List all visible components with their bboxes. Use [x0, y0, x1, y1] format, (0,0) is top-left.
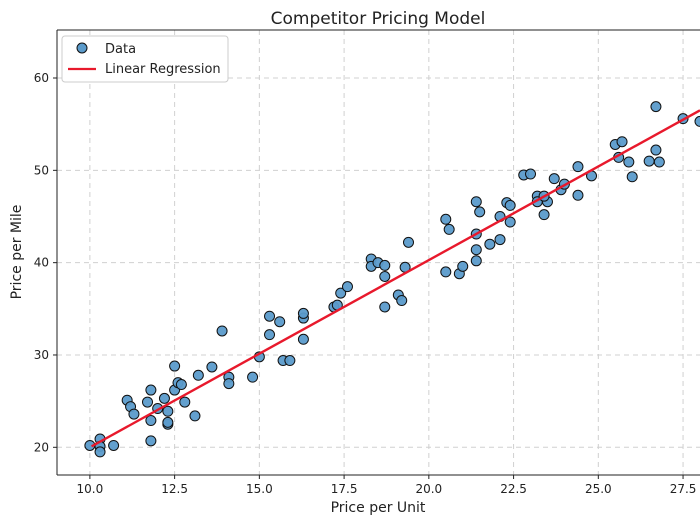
data-point — [474, 206, 486, 218]
y-tick-label: 20 — [34, 440, 49, 454]
data-point — [626, 171, 638, 183]
data-point — [158, 392, 170, 404]
data-point — [470, 255, 482, 267]
x-tick-label: 25.0 — [585, 482, 612, 496]
x-tick-label: 10.0 — [77, 482, 104, 496]
y-tick-label: 50 — [34, 163, 49, 177]
data-point — [162, 416, 174, 428]
data-point — [145, 384, 157, 396]
x-tick-label: 15.0 — [246, 482, 273, 496]
data-point — [650, 101, 662, 113]
data-point — [440, 266, 452, 278]
data-point — [192, 369, 204, 381]
data-point — [379, 301, 391, 313]
data-point — [379, 259, 391, 271]
data-point — [653, 156, 665, 168]
data-point — [284, 355, 296, 367]
x-tick-label: 27.5 — [670, 482, 697, 496]
data-point — [297, 307, 309, 319]
data-point — [504, 216, 516, 228]
chart-title: Competitor Pricing Model — [271, 9, 486, 29]
data-point — [402, 236, 414, 248]
data-point — [548, 173, 560, 185]
data-point — [297, 333, 309, 345]
data-point — [379, 271, 391, 283]
legend-label-data: Data — [105, 42, 136, 57]
legend-box — [61, 35, 229, 83]
data-point — [274, 316, 286, 328]
y-axis-label: Price per Mile — [9, 205, 25, 300]
x-axis-label: Price per Unit — [331, 500, 426, 516]
data-point — [538, 209, 550, 221]
data-point — [457, 260, 469, 272]
data-point — [216, 325, 228, 337]
data-point — [643, 155, 655, 167]
data-point — [189, 410, 201, 422]
data-point — [572, 161, 584, 173]
data-point — [162, 405, 174, 417]
legend-marker-data — [76, 42, 88, 54]
data-point — [206, 361, 218, 373]
regression-line — [90, 109, 700, 448]
data-point — [142, 396, 154, 408]
data-point — [504, 199, 516, 211]
legend: Data Linear Regression — [61, 35, 229, 83]
data-point — [572, 189, 584, 201]
data-point — [396, 295, 408, 307]
data-point — [616, 136, 628, 148]
data-point — [470, 196, 482, 208]
x-tick-label: 20.0 — [415, 482, 442, 496]
x-tick-label: 22.5 — [500, 482, 527, 496]
data-point — [264, 329, 276, 341]
data-point — [694, 115, 700, 127]
data-point — [128, 408, 140, 420]
data-point — [179, 396, 191, 408]
data-point — [145, 435, 157, 447]
data-point — [223, 378, 235, 390]
data-point — [341, 281, 353, 293]
data-point — [650, 144, 662, 156]
data-point — [175, 379, 187, 391]
data-point — [145, 415, 157, 427]
y-tick-label: 30 — [34, 348, 49, 362]
data-point — [264, 310, 276, 322]
data-point — [440, 213, 452, 225]
data-point — [470, 244, 482, 256]
x-tick-label: 17.5 — [331, 482, 358, 496]
data-point — [484, 238, 496, 250]
plot-area — [84, 101, 700, 458]
data-point — [443, 223, 455, 235]
data-point — [623, 156, 635, 168]
legend-label-regression: Linear Regression — [105, 62, 221, 77]
y-tick-label: 60 — [34, 71, 49, 85]
y-tick-label: 40 — [34, 256, 49, 270]
data-point — [247, 371, 259, 383]
data-point — [94, 446, 106, 458]
x-tick-label: 12.5 — [161, 482, 188, 496]
data-point — [494, 234, 506, 246]
data-point — [335, 287, 347, 299]
data-point — [108, 439, 120, 451]
data-point — [169, 360, 181, 372]
axes: 10.0 12.5 15.0 17.5 20.0 22.5 25.0 27.5 20 30 40 50… — [34, 29, 700, 496]
data-point — [525, 168, 537, 180]
